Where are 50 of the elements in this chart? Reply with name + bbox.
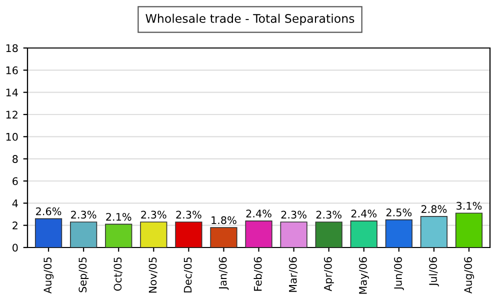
data-label: 2.4%	[351, 210, 377, 218]
data-label: 2.3%	[281, 210, 306, 219]
bar	[420, 216, 448, 248]
data-label: 2.5%	[386, 208, 412, 216]
x-tick-label: Aug/05	[44, 257, 54, 294]
data-label: 2.3%	[176, 210, 202, 219]
bar	[280, 222, 308, 248]
bar	[455, 212, 483, 248]
data-label: 2.3%	[71, 210, 96, 219]
bar	[175, 222, 202, 248]
y-tick-label: 8	[12, 155, 18, 163]
x-tick-label: Dec/05	[184, 257, 193, 292]
bar	[210, 227, 238, 248]
bar	[245, 220, 272, 248]
x-tick-label: Sep/05	[78, 257, 89, 292]
y-tick-label: 14	[6, 88, 18, 96]
data-label: 2.6%	[36, 207, 62, 216]
y-tick-label: 4	[12, 200, 18, 208]
y-tick-label: 18	[6, 44, 18, 52]
y-tick-label: 10	[6, 132, 18, 141]
chart-title: Wholesale trade - Total Separations	[146, 14, 354, 26]
data-label: 2.4%	[246, 210, 272, 218]
x-tick-label: Jan/06	[218, 257, 229, 290]
y-tick-label: 6	[12, 177, 18, 186]
data-label: 2.3%	[141, 210, 166, 219]
bar	[70, 222, 98, 248]
y-tick-label: 12	[6, 110, 18, 118]
data-label: 2.8%	[421, 205, 447, 214]
data-label: 1.8%	[212, 216, 236, 224]
x-tick-label: Apr/06	[324, 257, 334, 292]
bar	[315, 222, 342, 248]
data-label: 2.1%	[106, 212, 132, 221]
x-tick-label: Feb/06	[254, 257, 263, 291]
x-tick-label: Jul/06	[428, 257, 439, 286]
y-tick-label: 16	[6, 66, 18, 74]
bar	[350, 220, 378, 248]
y-tick-label: 0	[12, 244, 18, 252]
bar	[140, 222, 168, 248]
bar	[34, 218, 62, 248]
x-tick-label: May/06	[359, 257, 369, 294]
bar	[105, 224, 132, 248]
x-tick-label: Nov/05	[148, 257, 158, 293]
data-label: 3.1%	[456, 202, 482, 210]
data-label: 2.3%	[316, 210, 342, 219]
y-tick-label: 2	[12, 222, 18, 230]
x-tick-label: Mar/06	[288, 257, 298, 292]
x-tick-label: Jun/06	[394, 257, 404, 290]
x-tick-label: Aug/06	[464, 257, 474, 294]
bar	[385, 219, 412, 248]
x-tick-label: Oct/05	[114, 257, 122, 291]
